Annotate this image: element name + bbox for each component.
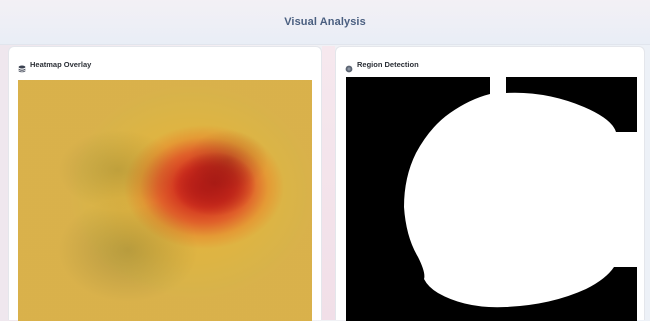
region-mask xyxy=(346,77,637,321)
heatmap-panel-title: Heatmap Overlay xyxy=(30,59,92,69)
section-header: Visual Analysis xyxy=(0,0,650,44)
section-title: Visual Analysis xyxy=(284,16,366,28)
circle-icon xyxy=(345,60,353,73)
heatmap-layer xyxy=(18,80,312,321)
region-panel-header: Region Detection xyxy=(345,57,419,73)
region-mask-image xyxy=(346,77,637,321)
region-panel: Region Detection xyxy=(335,46,645,321)
heatmap-panel: Heatmap Overlay xyxy=(8,46,322,321)
heatmap-overlay-image xyxy=(18,80,312,321)
detected-region-shape xyxy=(404,77,637,308)
layers-icon xyxy=(18,60,26,73)
header-divider xyxy=(0,44,650,45)
heatmap-texture xyxy=(18,80,312,321)
panel-gap xyxy=(322,46,335,320)
region-panel-title: Region Detection xyxy=(357,59,419,69)
heatmap-panel-header: Heatmap Overlay xyxy=(18,57,92,73)
